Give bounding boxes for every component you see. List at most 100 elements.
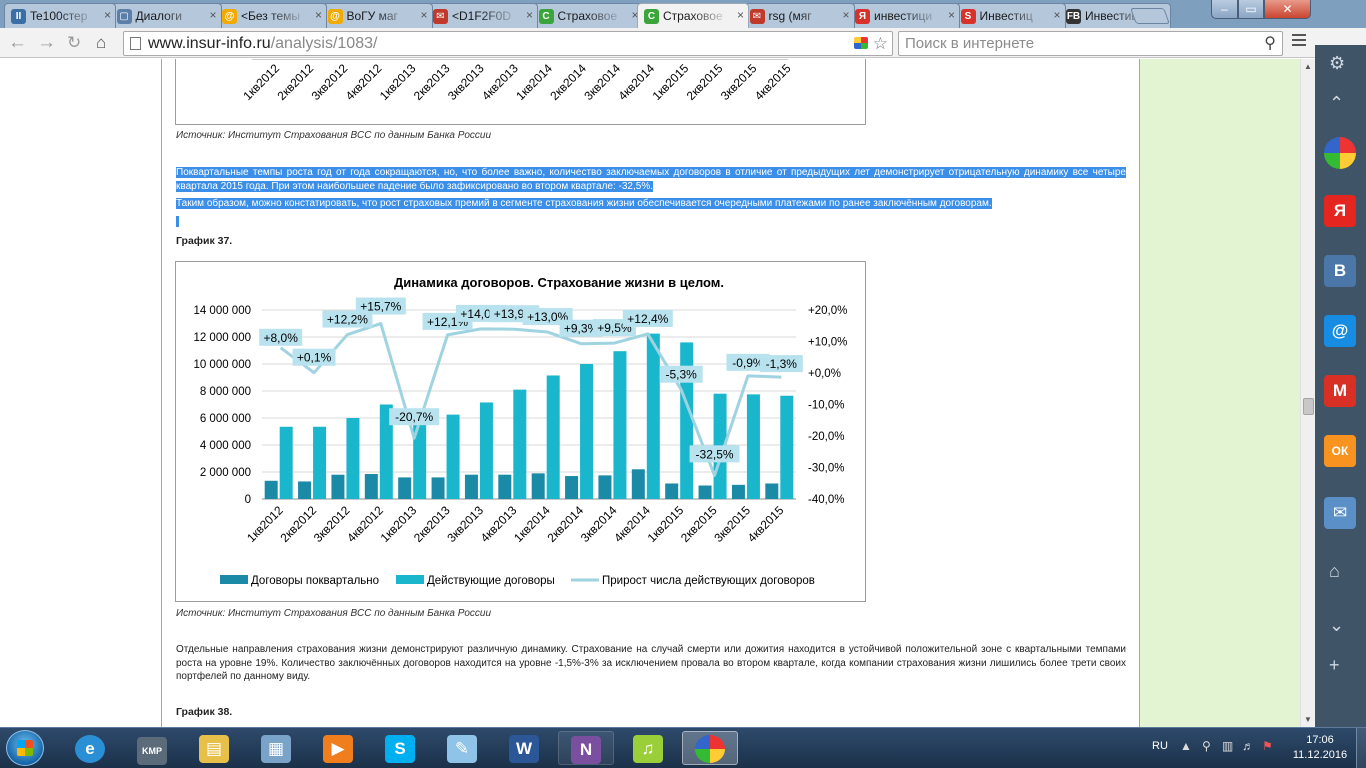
tray-app-icon[interactable]: ⚲ bbox=[1202, 739, 1211, 753]
y-left-tick-label: 6 000 000 bbox=[200, 413, 251, 425]
chevron-up-icon[interactable]: ⌃ bbox=[1329, 93, 1345, 113]
search-input[interactable]: Поиск в интернете ⚲ bbox=[898, 31, 1283, 56]
paragraph-conclusion[interactable]: Таким образом, можно констатировать, что… bbox=[176, 197, 1126, 211]
bar-contracts-quarterly bbox=[264, 480, 278, 499]
tab-3[interactable]: @<Без темы× bbox=[215, 3, 327, 28]
tab-7[interactable]: CСтраховое× bbox=[637, 3, 749, 28]
top-chart-tick-label: 1кв2014 bbox=[513, 61, 555, 103]
tab-close-icon[interactable]: × bbox=[842, 8, 850, 22]
url-path: /analysis/1083/ bbox=[270, 35, 378, 52]
tab-close-icon[interactable]: × bbox=[947, 8, 955, 22]
word-icon[interactable]: W bbox=[496, 731, 552, 765]
explorer-folder-icon[interactable]: ▤ bbox=[186, 731, 242, 765]
back-arrow-icon[interactable]: ← bbox=[8, 32, 27, 53]
reload-icon[interactable]: ↻ bbox=[67, 33, 82, 52]
y-left-tick-label: 14 000 000 bbox=[193, 305, 251, 317]
vertical-scrollbar[interactable]: ▲ ▼ bbox=[1300, 59, 1315, 727]
forward-arrow-icon[interactable]: → bbox=[37, 32, 56, 53]
paragraph-growth-rates[interactable]: Поквартальные темпы роста год от года со… bbox=[176, 166, 1126, 194]
tab-close-icon[interactable]: × bbox=[525, 8, 533, 22]
minimize-button[interactable]: – bbox=[1211, 0, 1238, 19]
tab-1[interactable]: IITe100стер× bbox=[4, 3, 116, 28]
start-button[interactable] bbox=[6, 730, 44, 766]
scroll-down-icon[interactable]: ▼ bbox=[1304, 715, 1312, 724]
tab-close-icon[interactable]: × bbox=[103, 8, 111, 22]
tab-11[interactable]: FBИнвестиц× bbox=[1059, 3, 1171, 28]
skype-icon[interactable]: S bbox=[372, 731, 428, 765]
data-label-text: +9,3% bbox=[564, 322, 599, 336]
bar-contracts-quarterly bbox=[531, 473, 545, 499]
music-player-icon[interactable]: ♫ bbox=[620, 731, 676, 765]
new-tab-button[interactable] bbox=[1130, 8, 1170, 24]
chevron-down-icon[interactable]: ⌄ bbox=[1329, 615, 1345, 635]
data-label-box bbox=[259, 328, 303, 346]
y-left-tick-label: 2 000 000 bbox=[200, 467, 251, 479]
onenote-icon[interactable]: N bbox=[558, 731, 614, 765]
mail-ru-icon[interactable]: @ bbox=[1324, 315, 1356, 347]
tab-close-icon[interactable]: × bbox=[420, 8, 428, 22]
maximize-button[interactable]: ▭ bbox=[1238, 0, 1264, 19]
legend-label: Прирост числа действующих договоров bbox=[602, 575, 815, 587]
top-chart-tick-label: 2кв2013 bbox=[411, 61, 453, 103]
home-icon[interactable]: ⌂ bbox=[96, 33, 107, 52]
odnoklassniki-icon[interactable]: ОК bbox=[1324, 435, 1356, 467]
legend-swatch bbox=[396, 575, 424, 584]
tab-4[interactable]: @ ВоГУ маг × bbox=[320, 3, 433, 28]
inbox-icon[interactable]: ⌂ bbox=[1329, 561, 1340, 581]
tab-close-icon[interactable]: × bbox=[314, 8, 322, 22]
bookmark-star-icon[interactable]: ☆ bbox=[872, 34, 888, 53]
right-column-background bbox=[1140, 59, 1300, 727]
tab-close-icon[interactable]: × bbox=[209, 8, 217, 22]
calculator-icon[interactable]: ▦ bbox=[248, 731, 304, 765]
y-right-tick-label: -20,0% bbox=[808, 431, 844, 443]
kmplayer-icon[interactable]: KMP bbox=[124, 731, 180, 765]
translate-icon[interactable] bbox=[854, 37, 868, 49]
browser-taskbar-icon[interactable] bbox=[682, 731, 738, 765]
windows-taskbar: RU ▲ ⚲ ▥ ♬ ⚑ 17:06 11.12.2016 e KMP ▤ ▦ ▶ S ✎ W… bbox=[0, 727, 1366, 768]
browser-toolbar: ← → ↻ ⌂ www.insur-info.ru/analysis/1083/… bbox=[0, 28, 1366, 58]
tray-expand-icon[interactable]: ▲ bbox=[1180, 739, 1192, 753]
chart-38-heading: График 38. bbox=[176, 706, 233, 718]
media-player-icon[interactable]: ▶ bbox=[310, 731, 366, 765]
tab-close-icon[interactable]: × bbox=[1053, 8, 1061, 22]
tab-close-icon[interactable]: × bbox=[631, 8, 639, 22]
scroll-up-icon[interactable]: ▲ bbox=[1304, 62, 1312, 71]
gear-icon[interactable]: ⚙ bbox=[1329, 53, 1346, 73]
language-indicator[interactable]: RU bbox=[1152, 740, 1168, 752]
yandex-icon[interactable]: Я bbox=[1324, 195, 1356, 227]
tab-fade bbox=[373, 4, 414, 28]
tab-close-icon[interactable]: × bbox=[736, 8, 744, 22]
chart-title: Динамика договоров. Страхование жизни в … bbox=[394, 275, 724, 290]
scrollbar-thumb[interactable] bbox=[1303, 398, 1314, 415]
tab-8[interactable]: ✉ rsg (мяг × bbox=[742, 3, 855, 28]
close-window-button[interactable]: ✕ bbox=[1264, 0, 1311, 19]
tab-6[interactable]: CСтраховое× bbox=[531, 3, 644, 28]
add-icon[interactable]: + bbox=[1329, 655, 1340, 675]
hamburger-menu-icon[interactable] bbox=[1292, 34, 1306, 49]
onenote-glyph: N bbox=[571, 736, 601, 764]
message-icon[interactable]: ✉ bbox=[1324, 497, 1356, 529]
tab-2[interactable]: ▢ Диалоги × bbox=[109, 3, 222, 28]
gmail-icon[interactable]: M bbox=[1324, 375, 1356, 407]
search-icon[interactable]: ⚲ bbox=[1264, 35, 1276, 52]
system-clock[interactable]: 17:06 11.12.2016 bbox=[1290, 733, 1350, 763]
data-label-growth: +12,4% bbox=[622, 309, 673, 327]
paint-icon[interactable]: ✎ bbox=[434, 731, 490, 765]
volume-icon[interactable]: ♬ bbox=[1242, 739, 1254, 753]
tab-5[interactable]: ✉<D1F2F0D× bbox=[426, 3, 538, 28]
address-bar[interactable]: www.insur-info.ru/analysis/1083/ ☆ bbox=[123, 31, 893, 56]
data-label-text: +12,4% bbox=[627, 312, 668, 326]
network-icon[interactable]: ▥ bbox=[1222, 739, 1234, 753]
data-label-text: -0,9% bbox=[732, 356, 764, 370]
flag-icon[interactable]: ⚑ bbox=[1262, 739, 1273, 753]
y-right-tick-label: +0,0% bbox=[808, 368, 841, 380]
data-label-growth: -32,5% bbox=[689, 445, 740, 463]
data-label-box bbox=[292, 348, 336, 366]
vk-icon[interactable]: В bbox=[1324, 255, 1356, 287]
tab-9[interactable]: Яинвестици× bbox=[848, 3, 960, 28]
line-active-contracts-growth bbox=[279, 322, 782, 477]
show-desktop-button[interactable] bbox=[1356, 728, 1366, 768]
ie-icon[interactable]: e bbox=[62, 731, 118, 765]
browser-logo-icon[interactable] bbox=[1324, 137, 1356, 169]
tab-10[interactable]: SИнвестиц× bbox=[953, 3, 1066, 28]
